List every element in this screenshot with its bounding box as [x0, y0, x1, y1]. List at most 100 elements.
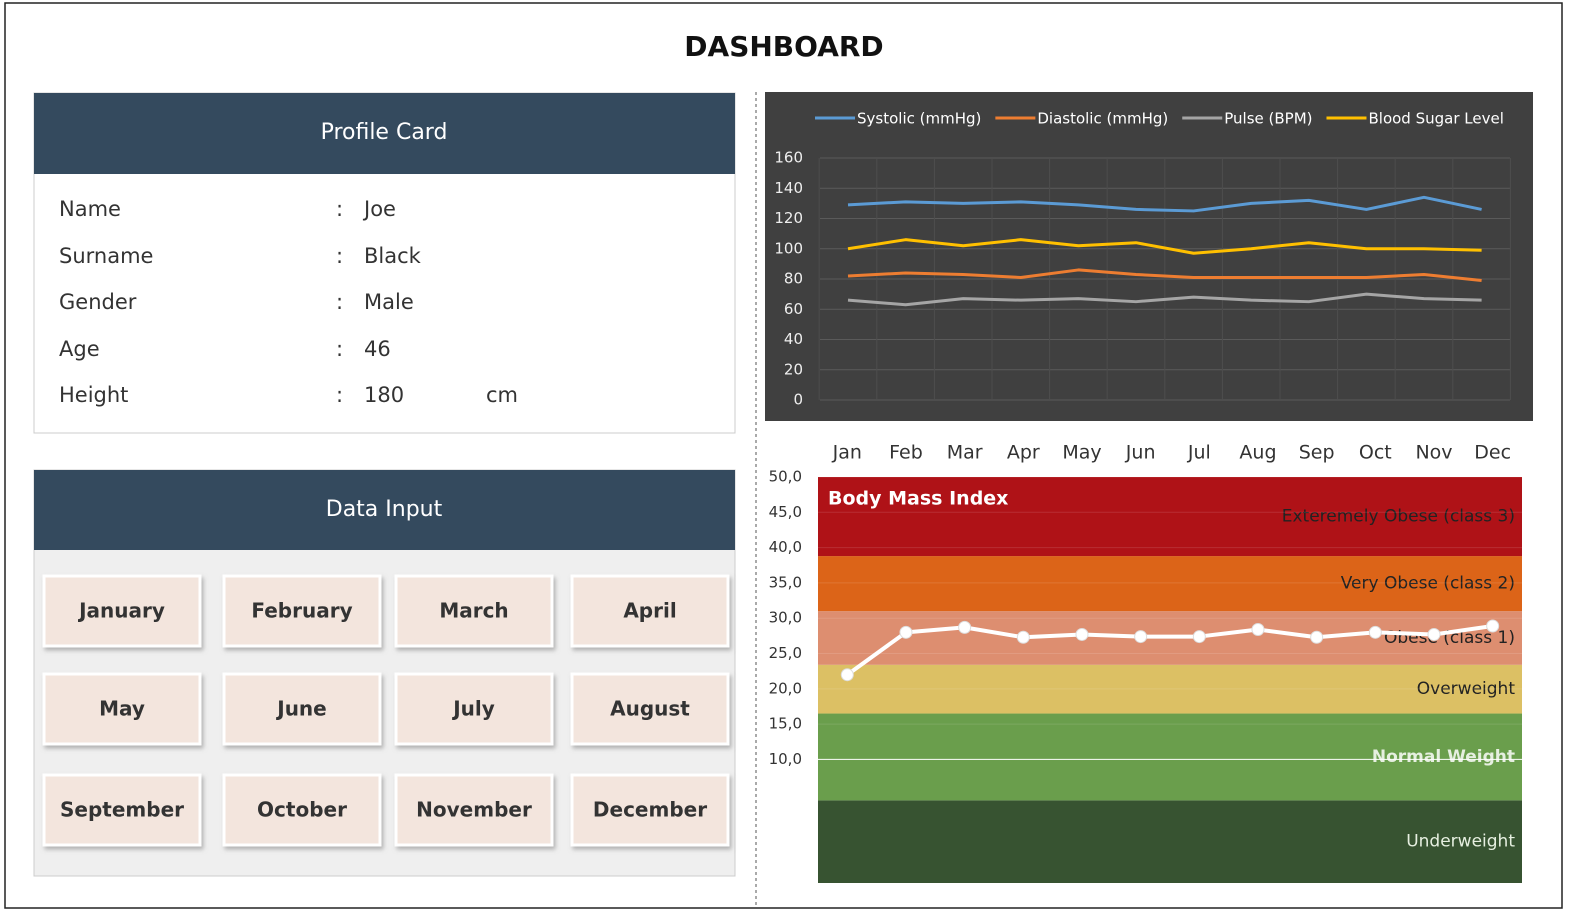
button-label: June — [275, 697, 326, 721]
data-point — [1310, 630, 1324, 644]
data-point — [1075, 627, 1089, 641]
y-tick-label: 15,0 — [769, 715, 802, 733]
field-label: Name — [59, 197, 121, 221]
field-value: Male — [364, 290, 414, 314]
y-tick-label: 30,0 — [769, 609, 802, 627]
field-value: Black — [364, 244, 422, 268]
series-line — [847, 268, 1482, 283]
data-point — [1134, 630, 1148, 644]
button-face — [570, 672, 730, 746]
field-separator: : — [336, 197, 343, 221]
bmi-band — [818, 477, 1522, 557]
field-label: Gender — [59, 290, 137, 314]
x-tick-label: Feb — [889, 442, 923, 464]
y-tick-label: 20 — [784, 360, 803, 378]
bmi-band — [818, 556, 1522, 612]
series-line — [847, 238, 1482, 255]
button-face — [570, 773, 730, 847]
button-label: February — [251, 599, 352, 623]
button-face — [394, 773, 554, 847]
month-button[interactable]: September — [42, 773, 202, 847]
y-tick-label: 35,0 — [769, 573, 802, 591]
data-point — [1486, 619, 1500, 633]
y-tick-label: 10,0 — [769, 750, 802, 768]
month-button[interactable]: December — [570, 773, 730, 847]
y-tick-label: 80 — [784, 270, 803, 288]
data-point — [1016, 630, 1030, 644]
field-unit: cm — [486, 383, 518, 407]
y-tick-label: 40 — [784, 330, 803, 348]
month-button[interactable]: January — [42, 574, 202, 648]
month-button[interactable]: June — [222, 672, 382, 746]
y-tick-label: 50,0 — [769, 468, 802, 486]
button-face — [42, 574, 202, 648]
bmi-band — [818, 664, 1522, 714]
y-tick-label: 25,0 — [769, 644, 802, 662]
x-tick-label: Sep — [1299, 442, 1335, 464]
series-line — [846, 624, 1493, 677]
y-tick-label: 40,0 — [769, 538, 802, 556]
x-tick-label: Oct — [1359, 442, 1392, 464]
button-label: September — [60, 798, 184, 822]
x-tick-label: May — [1062, 442, 1101, 464]
field-separator: : — [336, 244, 343, 268]
x-tick-label: Jul — [1187, 442, 1211, 464]
legend-label: Blood Sugar Level — [1368, 110, 1503, 128]
field-label: Age — [59, 337, 100, 361]
band-label: Exteremely Obese (class 3) — [1282, 507, 1515, 527]
button-face — [222, 773, 382, 847]
month-button[interactable]: August — [570, 672, 730, 746]
legend-label: Pulse (BPM) — [1224, 110, 1312, 128]
button-label: January — [77, 599, 165, 623]
data-point — [899, 625, 913, 639]
x-tick-label: Jan — [832, 442, 862, 464]
month-button[interactable]: October — [222, 773, 382, 847]
button-face — [42, 773, 202, 847]
data-point — [1251, 623, 1265, 637]
field-label: Surname — [59, 244, 153, 268]
button-face — [222, 574, 382, 648]
y-tick-label: 0 — [793, 391, 803, 409]
button-label: November — [416, 798, 532, 822]
month-button[interactable]: February — [222, 574, 382, 648]
field-separator: : — [336, 383, 343, 407]
series-line — [847, 195, 1482, 213]
x-tick-label: Jun — [1125, 442, 1156, 464]
y-tick-label: 100 — [774, 239, 803, 257]
button-label: July — [451, 697, 495, 721]
x-tick-label: Mar — [947, 442, 983, 464]
y-tick-label: 60 — [784, 300, 803, 318]
y-tick-label: 160 — [774, 149, 803, 167]
month-button[interactable]: May — [42, 672, 202, 746]
legend-label: Systolic (mmHg) — [857, 110, 981, 128]
button-label: August — [610, 697, 690, 721]
month-button[interactable]: November — [394, 773, 554, 847]
month-button[interactable]: March — [394, 574, 554, 648]
data-point — [958, 620, 972, 634]
x-tick-label: Nov — [1415, 442, 1452, 464]
y-tick-label: 20,0 — [769, 679, 802, 697]
band-label: Normal Weight — [1372, 747, 1515, 767]
month-button[interactable]: April — [570, 574, 730, 648]
series-line — [847, 292, 1482, 307]
field-value: 180 — [364, 383, 404, 407]
field-separator: : — [336, 290, 343, 314]
data-point — [840, 668, 854, 682]
button-face — [570, 574, 730, 648]
field-value: Joe — [362, 197, 396, 221]
field-value: 46 — [364, 337, 391, 361]
button-face — [394, 574, 554, 648]
data-point — [1192, 630, 1206, 644]
data-point — [1427, 627, 1441, 641]
card-header — [34, 93, 735, 174]
button-face — [222, 672, 382, 746]
button-label: April — [623, 599, 676, 623]
month-button[interactable]: July — [394, 672, 554, 746]
y-tick-label: 120 — [774, 209, 803, 227]
button-face — [42, 672, 202, 746]
profile-card: Profile Card — [33, 92, 736, 434]
data-point — [1368, 625, 1382, 639]
button-label: May — [99, 697, 145, 721]
dashboard-title: DASHBOARD — [684, 30, 883, 63]
